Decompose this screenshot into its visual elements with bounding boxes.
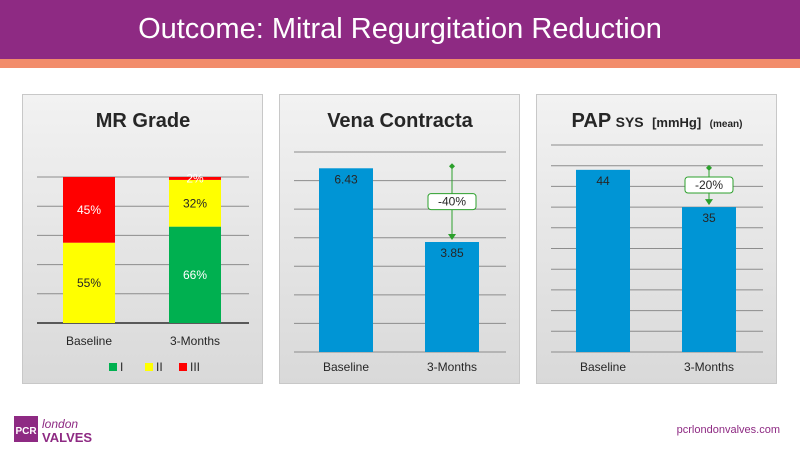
logo-line1: london [42, 417, 78, 431]
category-label: Baseline [580, 360, 626, 374]
arrow-start-marker [706, 164, 712, 171]
chart-panel-pap-sys: PAP SYS [mmHg] (mean) 44 35 Baseline 3-Mon… [536, 94, 777, 384]
logo-line2: VALVES [42, 430, 92, 445]
category-label: 3-Months [684, 360, 734, 374]
bar-segment-II [169, 179, 221, 227]
data-label: 3.85 [440, 246, 464, 260]
legend-label: II [156, 360, 163, 374]
chart-panel-vena-contracta: Vena Contracta 6.43 3.85 Baseline 3-Months… [279, 94, 520, 384]
category-label: 3-Months [170, 334, 220, 348]
logo-pcr: PCR [15, 426, 37, 437]
legend-swatch [145, 363, 153, 371]
data-label: 55% [77, 276, 101, 290]
data-label: 45% [77, 203, 101, 217]
data-label: 6.43 [334, 172, 358, 186]
data-label: 2% [186, 171, 204, 185]
arrow-head [448, 234, 456, 240]
pap-sys-chart: PAP SYS [mmHg] (mean) 44 35 Baseline 3-Mon… [551, 110, 763, 374]
bar-baseline [319, 168, 373, 352]
change-badge [427, 193, 477, 211]
change-label: -20% [695, 178, 723, 192]
chart-title: MR Grade [96, 110, 190, 132]
legend-swatch [109, 363, 117, 371]
data-label: 35 [702, 211, 716, 225]
chart-title: Vena Contracta [327, 110, 473, 132]
bar-segment-I [169, 226, 221, 323]
category-label: Baseline [66, 334, 112, 348]
vena-contracta-chart: Vena Contracta 6.43 3.85 Baseline 3-Months… [294, 110, 506, 374]
category-label: 3-Months [427, 360, 477, 374]
bar-3-months [425, 242, 479, 352]
change-badge [684, 176, 734, 194]
footer-url[interactable]: pcrlondonvalves.com [676, 424, 780, 436]
header-bar: Outcome: Mitral Regurgitation Reduction [0, 0, 800, 59]
bar-segment-II [63, 242, 115, 323]
chart-title: PAP SYS [mmHg] (mean) [572, 110, 743, 132]
bar-baseline [576, 169, 630, 352]
legend-label: III [190, 360, 200, 374]
bar-segment-III [169, 177, 221, 180]
bar-segment-III [63, 177, 115, 243]
data-label: 44 [596, 174, 610, 188]
legend-label: I [120, 360, 123, 374]
arrow-head [705, 199, 713, 206]
change-label: -40% [438, 195, 466, 209]
title-sub: SYS [616, 114, 644, 130]
page-title: Outcome: Mitral Regurgitation Reduction [138, 13, 662, 45]
legend-swatch [179, 363, 187, 371]
title-note: (mean) [710, 119, 743, 130]
accent-divider [0, 59, 800, 68]
category-label: Baseline [323, 360, 369, 374]
arrow-start-marker [449, 163, 455, 170]
chart-panel-mr-grade: MR Grade 55% 45% 66% 32% 2% Baseline 3-Months… [22, 94, 263, 384]
data-label: 32% [183, 196, 207, 210]
bar-3-months [682, 207, 736, 352]
data-label: 66% [183, 268, 207, 282]
mr-grade-chart: MR Grade 55% 45% 66% 32% 2% Baseline 3-Months… [37, 110, 249, 374]
pcr-london-valves-logo: PCR london VALVES [14, 414, 124, 446]
title-main: PAP [572, 110, 612, 132]
title-unit: [mmHg] [652, 115, 701, 130]
